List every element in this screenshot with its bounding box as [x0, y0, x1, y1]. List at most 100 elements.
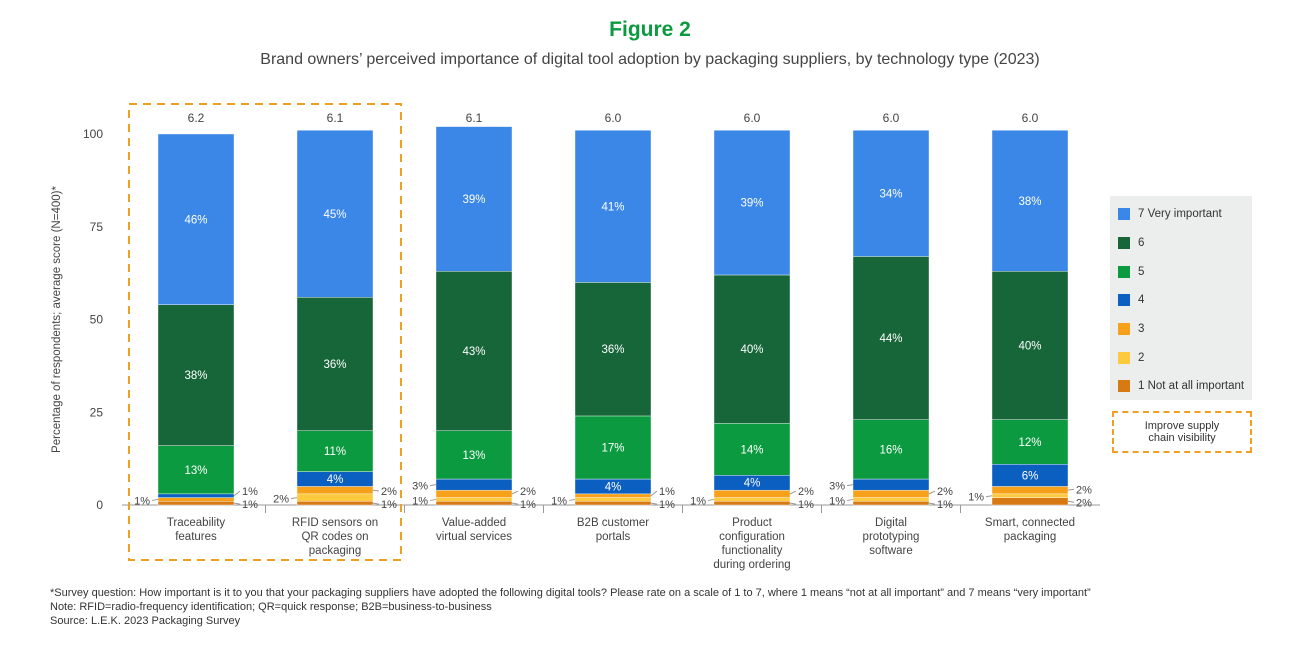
data-label: 17% — [601, 442, 624, 454]
legend-item: 6 — [1110, 229, 1252, 258]
bar-segment — [574, 130, 652, 283]
bar-segment — [991, 271, 1069, 420]
category-label: software — [869, 545, 912, 557]
category-label: portals — [596, 531, 631, 543]
data-label: 16% — [879, 444, 902, 456]
data-label: 1% — [134, 495, 150, 507]
leader-line — [568, 498, 576, 501]
bar-segment — [574, 282, 652, 417]
abbrev-note: Note: RFID=radio-frequency identificatio… — [50, 601, 492, 613]
legend-swatch — [1118, 208, 1130, 221]
bar-segment — [435, 501, 513, 506]
data-label: 2% — [520, 486, 536, 498]
bar-segment — [574, 493, 652, 498]
category-label: Smart, connected — [985, 517, 1075, 529]
data-label: 1% — [412, 495, 428, 507]
data-label: 3% — [829, 481, 845, 493]
bar-segment — [852, 419, 930, 480]
leader-line — [290, 497, 298, 500]
legend-swatch — [1118, 323, 1130, 336]
data-label: 2% — [273, 494, 289, 506]
data-label: 1% — [968, 492, 984, 504]
bar-segment — [157, 493, 235, 498]
leader-line — [985, 495, 993, 498]
bar-segment — [574, 501, 652, 506]
data-label: 36% — [601, 344, 624, 356]
legend-label: 7 Very important — [1138, 208, 1222, 221]
legend-item: 3 — [1110, 315, 1252, 344]
data-label: 13% — [184, 465, 207, 477]
data-label: 39% — [462, 194, 485, 206]
bar-segment — [157, 501, 235, 506]
bar-segment — [296, 430, 374, 472]
y-axis-label: Percentage of respondents; average score… — [51, 186, 63, 453]
data-label: 38% — [1018, 196, 1041, 208]
average-score-label: 6.2 — [188, 111, 205, 125]
bar-segment — [991, 493, 1069, 498]
source-note: Source: L.E.K. 2023 Packaging Survey — [50, 615, 241, 627]
data-label: 1% — [690, 495, 706, 507]
data-label: 41% — [601, 201, 624, 213]
legend-item: 5 — [1110, 257, 1252, 286]
y-tick-label: 75 — [90, 220, 104, 234]
bar-segment — [296, 130, 374, 298]
data-label: 13% — [462, 450, 485, 462]
leader-line — [789, 502, 797, 505]
data-label: 40% — [1018, 340, 1041, 352]
footnotes: *Survey question: How important is it to… — [50, 586, 1091, 628]
stacked-bar-chart: 0 25 50 75 100 Percentage of respondents; ave… — [51, 103, 1100, 571]
leader-line — [846, 498, 854, 501]
average-score-label: 6.0 — [883, 111, 900, 125]
data-label: 36% — [323, 359, 346, 371]
category-label: B2B customer — [577, 517, 649, 529]
leader-line — [511, 490, 519, 495]
y-tick-label: 25 — [90, 405, 104, 419]
legend-swatch — [1118, 265, 1130, 278]
category-label: functionality — [722, 545, 783, 557]
y-tick-label: 50 — [90, 313, 104, 327]
data-label: 34% — [879, 188, 902, 200]
leader-line — [372, 489, 380, 492]
data-label: 44% — [879, 333, 902, 345]
bar-segment — [713, 497, 791, 502]
category-label: Traceability — [167, 517, 226, 529]
leader-line — [233, 490, 241, 497]
legend-item: 1 Not at all important — [1110, 372, 1252, 401]
category-label: during ordering — [713, 559, 790, 571]
bar-segment — [991, 486, 1069, 495]
bar-segment — [157, 497, 235, 502]
category-label: RFID sensors on — [292, 517, 378, 529]
category-label: virtual services — [436, 531, 512, 543]
highlight-label: Improve supply chain visibility — [1144, 420, 1220, 444]
bar-segment — [435, 271, 513, 431]
bar-segment — [435, 478, 513, 491]
category-label: configuration — [719, 531, 785, 543]
bar-segment — [435, 489, 513, 498]
data-label: 4% — [744, 478, 761, 490]
legend-item: 7 Very important — [1110, 200, 1252, 229]
legend-item: 2 — [1110, 343, 1252, 372]
data-label: 4% — [605, 481, 622, 493]
data-label: 46% — [184, 214, 207, 226]
data-label: 12% — [1018, 437, 1041, 449]
leader-line — [511, 502, 519, 505]
y-tick-label: 100 — [83, 127, 103, 141]
legend: 7 Very important 6 5 4 3 2 1 Not at all import… — [1110, 196, 1252, 400]
bar-segment — [296, 486, 374, 495]
bar-segment — [296, 501, 374, 506]
leader-line — [1067, 488, 1075, 491]
bar-segment — [713, 130, 791, 276]
bar-segment — [852, 489, 930, 498]
data-label: 1% — [829, 495, 845, 507]
bar-segment — [852, 478, 930, 491]
leader-line — [429, 484, 437, 487]
legend-label: 3 — [1138, 323, 1145, 336]
highlight-legend: Improve supply chain visibility — [1112, 411, 1252, 453]
bar-segment — [713, 274, 791, 424]
legend-label: 5 — [1138, 265, 1145, 278]
data-label: 2% — [1076, 497, 1092, 509]
data-label: 1% — [381, 499, 397, 511]
data-label: 3% — [412, 481, 428, 493]
legend-label: 6 — [1138, 237, 1145, 250]
survey-note: *Survey question: How important is it to… — [50, 587, 1091, 599]
